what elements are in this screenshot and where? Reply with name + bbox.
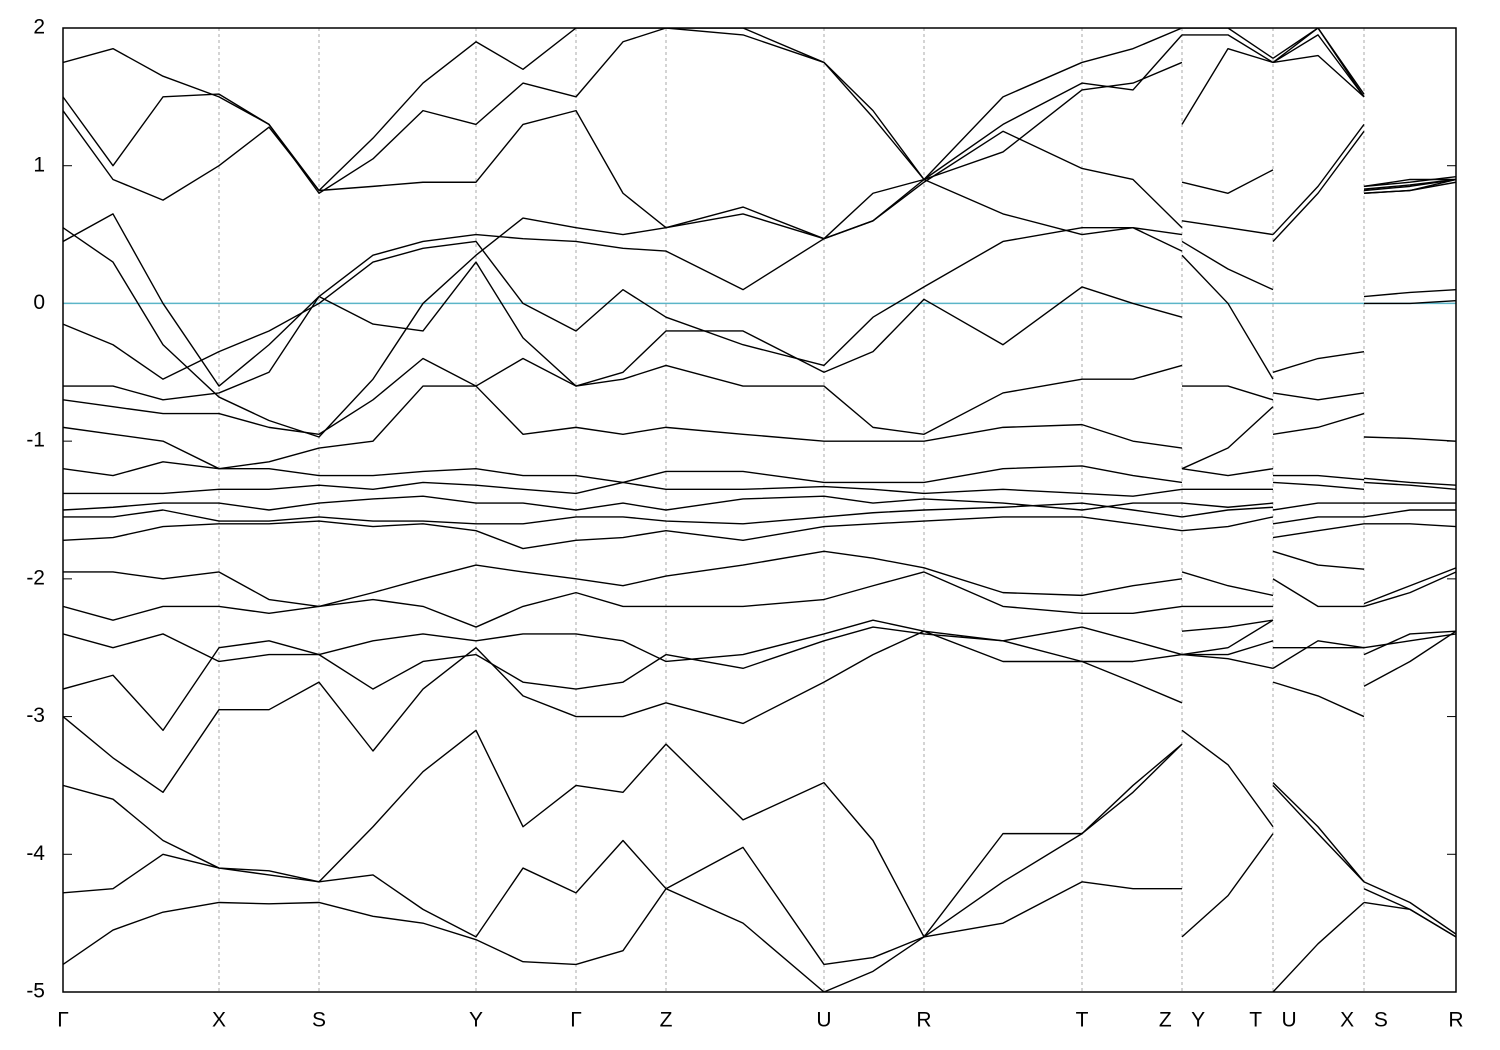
band-line — [63, 54, 1456, 438]
band-line — [63, 619, 1456, 794]
x-tick-label: S — [312, 1009, 326, 1032]
band-line — [63, 28, 1456, 194]
x-tick-label: Z — [660, 1009, 673, 1032]
band-line — [63, 550, 1456, 608]
y-tick-label: -5 — [26, 980, 45, 1003]
x-tick-label: Γ — [57, 1009, 69, 1032]
band-line — [63, 502, 1456, 525]
y-tick-label: 1 — [33, 153, 45, 176]
x-tick-label: X S — [1340, 1009, 1388, 1032]
band-line — [63, 743, 1456, 992]
x-tick-label: T U — [1249, 1009, 1296, 1032]
band-line — [63, 516, 1456, 550]
x-tick-label: R — [916, 1009, 931, 1032]
y-tick-label: -1 — [26, 429, 45, 452]
x-tick-label: R — [1448, 1009, 1463, 1032]
band-line — [63, 640, 1456, 938]
x-tick-label: X — [212, 1009, 226, 1032]
band-line — [63, 481, 1456, 497]
plot-frame — [62, 27, 1457, 993]
band-line — [63, 619, 1456, 732]
band-line — [63, 619, 1456, 670]
band-line — [63, 123, 1456, 387]
bands — [63, 28, 1456, 992]
x-tick-label: Γ — [570, 1009, 582, 1032]
band-line — [63, 254, 1456, 401]
band-line — [63, 34, 1456, 240]
band-line — [63, 495, 1456, 511]
y-tick-label: -3 — [26, 704, 45, 727]
band-line — [63, 28, 1456, 192]
x-tick-label: Y — [469, 1009, 483, 1032]
band-line — [63, 729, 1456, 966]
x-tick-label: U — [816, 1009, 831, 1032]
y-tick-label: -4 — [26, 842, 45, 865]
band-line — [63, 385, 1456, 470]
y-tick-label: 0 — [33, 291, 45, 314]
band-line — [63, 130, 1456, 380]
band-line — [63, 461, 1456, 486]
y-tick-label: -2 — [26, 566, 45, 589]
x-tick-label: Z Y — [1159, 1009, 1205, 1032]
x-tick-label: T — [1076, 1009, 1089, 1032]
band-line — [63, 571, 1456, 628]
tick-labels: -5 -4 -3 -2 -1 0 1 2 Γ X S Y Γ Z U R T Z Y T U X S R — [26, 16, 1463, 1032]
y-tick-label: 2 — [33, 16, 45, 39]
